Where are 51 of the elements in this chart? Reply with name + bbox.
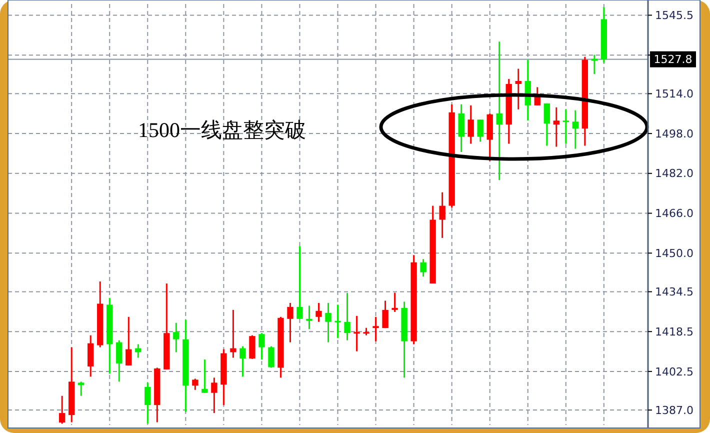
y-tick-label: 1466.0 xyxy=(655,207,694,220)
candlestick xyxy=(496,40,502,181)
annotation: 1500一线盘整突破 xyxy=(138,118,306,142)
candlestick xyxy=(59,395,66,425)
candlestick xyxy=(202,358,208,394)
candlestick xyxy=(173,322,180,354)
y-tick-label: 1498.0 xyxy=(655,127,694,140)
candlestick xyxy=(316,302,322,323)
candlestick xyxy=(296,245,303,320)
candlestick xyxy=(420,258,426,278)
candlestick xyxy=(591,54,598,75)
candlestick xyxy=(458,104,464,153)
candlestick xyxy=(562,108,569,144)
candlestick xyxy=(544,102,550,146)
candlestick xyxy=(372,316,379,342)
candlestick xyxy=(439,192,446,239)
ref-line-label: 1527.8 xyxy=(654,53,692,66)
candlestick xyxy=(572,110,578,150)
y-tick-label: 1434.5 xyxy=(655,286,694,299)
candlestick xyxy=(392,292,398,313)
candlestick xyxy=(230,309,236,358)
candlestick xyxy=(126,316,132,366)
candlestick xyxy=(240,346,246,378)
candlestick xyxy=(192,378,198,391)
candlestick xyxy=(334,304,341,339)
y-tick-label: 1418.5 xyxy=(655,325,694,338)
candlestick xyxy=(325,302,332,344)
candlestick xyxy=(477,118,484,143)
candlestick xyxy=(116,340,122,382)
candlestick xyxy=(268,346,274,368)
y-tick-label: 1545.5 xyxy=(655,9,694,22)
y-tick-label: 1482.0 xyxy=(655,167,694,180)
candlestick xyxy=(144,382,151,425)
candlestick xyxy=(287,302,294,344)
candlestick xyxy=(344,292,350,342)
candlestick xyxy=(88,334,94,378)
candlestick xyxy=(553,106,560,148)
candlestick xyxy=(468,104,474,144)
candlestick xyxy=(515,68,522,110)
candlestick xyxy=(354,315,360,352)
candlestick xyxy=(135,344,142,358)
candlestick xyxy=(306,304,312,330)
candlestick xyxy=(249,334,256,360)
y-tick-label: 1450.0 xyxy=(655,246,694,260)
candlestick xyxy=(211,376,218,414)
y-tick-label: 1387.0 xyxy=(655,404,694,417)
candlestick xyxy=(258,332,265,360)
y-tick-label: 1402.5 xyxy=(655,365,694,378)
candlestick xyxy=(78,380,84,397)
candlestick xyxy=(382,300,388,329)
y-tick-label: 1514.0 xyxy=(655,88,694,101)
